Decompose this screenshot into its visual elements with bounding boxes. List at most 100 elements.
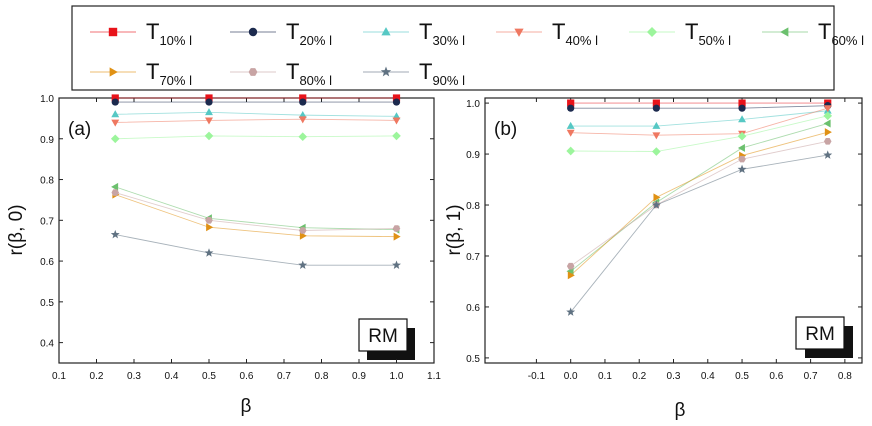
legend-item-5: T50% l [629, 19, 731, 48]
panel-b-x-tick-label: 0.8 [838, 371, 852, 382]
panel-b-x-tick-label: 0.3 [667, 371, 681, 382]
legend-marker [381, 27, 391, 36]
data-point [737, 131, 747, 141]
series-line [115, 194, 397, 238]
data-point [566, 307, 576, 316]
data-point [567, 104, 575, 112]
data-point [652, 147, 661, 156]
data-point [737, 143, 745, 152]
legend-item-8: T80% l [230, 59, 332, 88]
data-point [566, 129, 575, 137]
data-point [392, 98, 401, 106]
legend-item-9: T90% l [363, 59, 465, 88]
panel-a-x-tick-label: 1.0 [390, 371, 404, 382]
series-line [570, 107, 828, 136]
panel-a: (a) RM β r(β, 0) 0.1 0.2 0.3 0.4 0.5 0.6 0.7 0.… [6, 94, 441, 417]
panel-a-badge-text: RM [368, 326, 398, 347]
panel-b-x-tick-label: 0.7 [804, 371, 818, 382]
data-point [110, 134, 120, 144]
data-point [566, 121, 575, 129]
panel-b-series-1 [567, 99, 832, 107]
panel-a-y-tick-label: 0.5 [40, 298, 54, 309]
data-point [205, 217, 213, 224]
data-point [298, 227, 307, 234]
panel-b: (b) RM β r(β, 1) -0.1 0.0 0.1 0.2 0.3 0.4 0.5 0… [444, 97, 863, 421]
panel-a-y-tick-label: 0.6 [40, 257, 54, 268]
data-point [206, 223, 214, 232]
panel-a-x-tick-label: 0.2 [90, 371, 104, 382]
panel-b-y-tick-label: 0.7 [466, 252, 480, 263]
data-point [298, 116, 307, 124]
panel-a-y-label: r(β, 0) [6, 204, 27, 255]
legend-marker [646, 26, 658, 38]
panel-b-y-label: r(β, 1) [444, 204, 465, 255]
data-point [823, 105, 832, 113]
panel-b-series-7 [567, 128, 832, 280]
data-point [823, 119, 831, 128]
data-point [652, 121, 661, 129]
panel-a-tag: (a) [68, 119, 91, 140]
panel-a-x-tick-label: 0.8 [315, 371, 329, 382]
panel-a-x-tick-label: 1.1 [427, 371, 441, 382]
data-point [653, 193, 661, 202]
panel-a-x-label: β [241, 396, 252, 417]
data-point [392, 112, 401, 120]
series-line [115, 186, 397, 231]
legend-label: T10% l [146, 19, 192, 48]
panel-b-series-8 [566, 138, 832, 270]
series-line [570, 115, 828, 152]
panel-b-x-label: β [675, 400, 686, 421]
legend-marker [109, 67, 118, 77]
panel-a-x-tick-label: 0.7 [277, 371, 291, 382]
panel-b-y-tick-label: 0.8 [466, 201, 480, 212]
data-point [204, 131, 214, 141]
panel-b-y-tick-label: 0.5 [466, 354, 480, 365]
panel-b-badge-text: RM [805, 324, 835, 345]
series-line [570, 140, 828, 267]
data-point [299, 98, 307, 106]
panel-b-tag: (b) [494, 119, 517, 140]
panel-a-y-tick-label: 0.7 [40, 216, 54, 227]
legend-label: T50% l [685, 19, 731, 48]
series-line [115, 192, 397, 231]
data-point [823, 150, 833, 159]
panel-a-x-tick-label: 0.9 [352, 371, 366, 382]
data-point [567, 99, 575, 107]
data-point [392, 117, 401, 125]
panel-a-x-tick-label: 0.4 [165, 371, 179, 382]
legend-label: T80% l [286, 59, 332, 88]
series-line [570, 123, 828, 272]
data-point [111, 119, 120, 127]
legend-frame [71, 5, 835, 91]
panel-a-series-4 [111, 116, 401, 127]
data-point [204, 248, 214, 257]
legend-marker [248, 68, 258, 76]
panel-b-x-tick-label: 0.2 [632, 371, 646, 382]
legend-marker [514, 28, 524, 37]
panel-b-series-5 [566, 111, 833, 156]
legend-marker [380, 66, 392, 77]
panel-b-series-6 [566, 119, 831, 276]
data-point [205, 117, 213, 125]
panel-a-series-9 [110, 229, 401, 269]
data-point [111, 182, 119, 191]
panel-b-series-3 [566, 106, 832, 129]
series-line [115, 118, 397, 123]
panel-b-series-9 [566, 150, 833, 316]
panel-a-series-8 [111, 189, 401, 234]
data-point [392, 225, 401, 232]
panel-a-series-3 [111, 108, 401, 120]
legend-label: T60% l [818, 19, 864, 48]
data-point [652, 104, 660, 112]
data-point [566, 146, 575, 156]
data-point [392, 131, 401, 141]
panel-a-series-7 [112, 190, 401, 241]
data-point [567, 271, 575, 280]
panel-a-x-tick-label: 0.5 [202, 371, 216, 382]
panel-a-y-tick-label: 0.8 [40, 176, 54, 187]
panel-b-x-tick-label: -0.1 [528, 371, 546, 382]
panel-b-rm-badge: RM [795, 316, 853, 358]
legend-marker [780, 27, 789, 37]
panel-b-x-tick-label: 0.5 [735, 371, 749, 382]
